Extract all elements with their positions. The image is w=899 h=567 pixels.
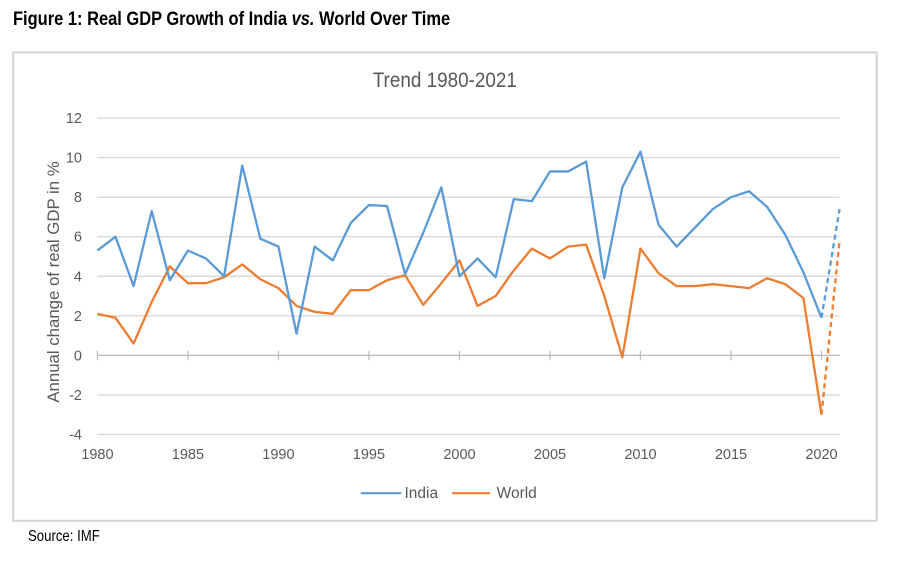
- svg-text:Annual change of real GDP in %: Annual change of real GDP in %: [44, 161, 63, 402]
- svg-text:8: 8: [74, 190, 82, 206]
- svg-text:2005: 2005: [534, 447, 566, 463]
- svg-text:2010: 2010: [624, 447, 656, 463]
- svg-text:World: World: [497, 485, 537, 502]
- svg-text:2000: 2000: [443, 447, 475, 463]
- svg-text:10: 10: [66, 151, 82, 167]
- svg-text:12: 12: [66, 111, 82, 127]
- svg-text:2: 2: [74, 309, 82, 325]
- svg-text:1985: 1985: [172, 447, 204, 463]
- svg-text:1995: 1995: [353, 447, 385, 463]
- svg-text:2015: 2015: [715, 447, 747, 463]
- svg-text:2020: 2020: [805, 447, 837, 463]
- svg-text:-2: -2: [69, 388, 82, 404]
- svg-text:1990: 1990: [262, 447, 294, 463]
- svg-text:1980: 1980: [81, 447, 113, 463]
- svg-text:Trend 1980-2021: Trend 1980-2021: [373, 69, 517, 92]
- svg-text:India: India: [405, 485, 439, 502]
- svg-text:-4: -4: [69, 427, 82, 443]
- svg-text:4: 4: [74, 269, 82, 285]
- svg-text:6: 6: [74, 230, 82, 246]
- svg-text:0: 0: [74, 348, 82, 364]
